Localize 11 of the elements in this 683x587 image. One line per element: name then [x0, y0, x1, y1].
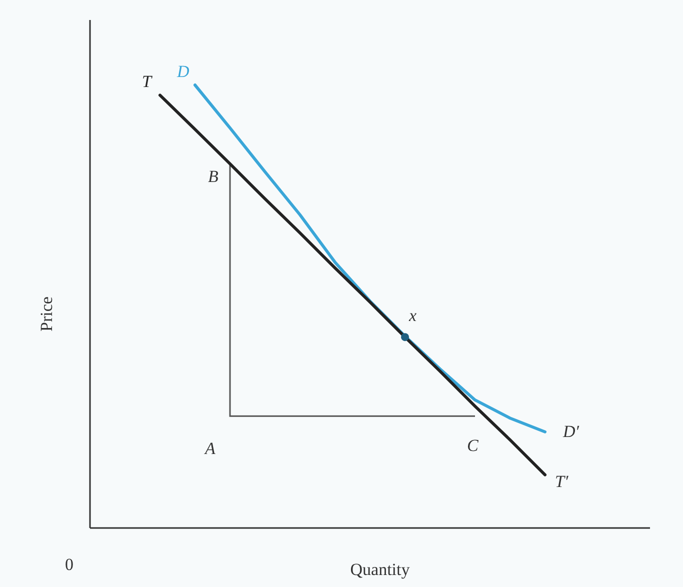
text: 0: [65, 555, 74, 574]
annotation: D′: [562, 422, 580, 441]
annotation: x: [408, 306, 417, 326]
y-axis-title: Price: [37, 296, 56, 332]
annotation: A: [204, 439, 216, 458]
annotation: T′: [555, 472, 568, 491]
annotation: C: [467, 436, 479, 456]
series-label: D: [176, 62, 190, 81]
x-axis-title: Quantity: [350, 560, 410, 579]
series-label: T: [142, 72, 153, 92]
annotation: B: [208, 166, 219, 186]
